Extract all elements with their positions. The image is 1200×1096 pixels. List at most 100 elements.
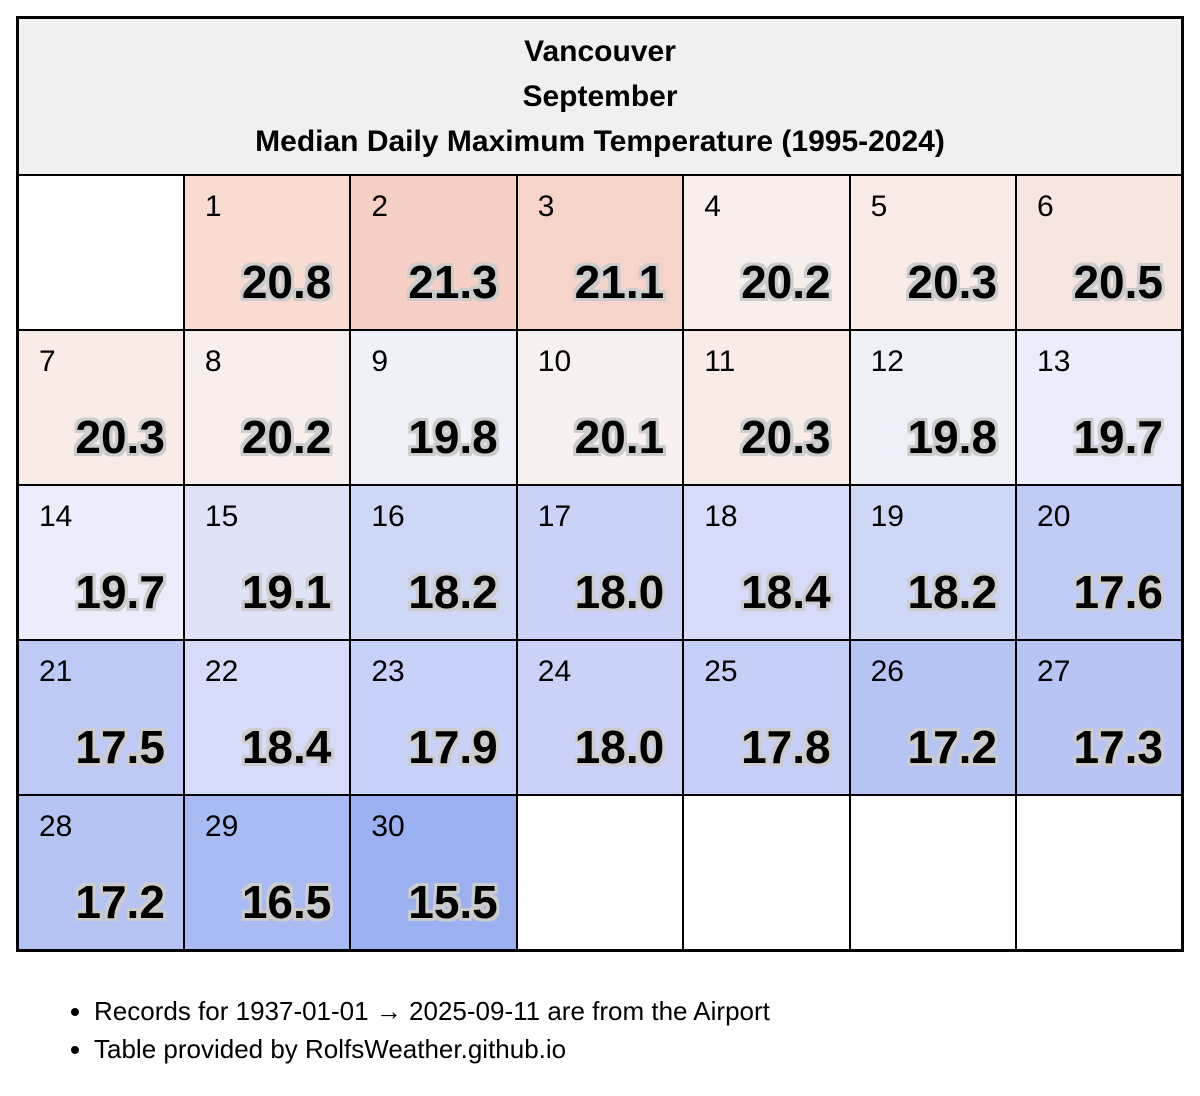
temperature-value: 17.8	[741, 721, 831, 773]
temperature-value: 20.1	[574, 411, 665, 463]
title-metric: Median Daily Maximum Temperature (1995-2…	[255, 125, 945, 158]
day-cell-12: 12 19.8	[848, 329, 1018, 486]
day-number: 23	[371, 655, 405, 688]
day-number: 10	[537, 345, 572, 378]
temperature-value: 20.3	[741, 411, 831, 463]
day-cell-11: 11 20.3	[682, 329, 851, 486]
day-cell-6: 6 20.5	[1015, 174, 1184, 331]
day-cell-16: 16 18.2	[349, 484, 518, 641]
footnote-records: Records for 1937-01-01 → 2025-09-11 are …	[94, 995, 770, 1027]
day-number: 3	[537, 190, 555, 223]
temperature-value: 17.5	[75, 721, 165, 773]
calendar-title: Vancouver September Median Daily Maximum…	[16, 16, 1184, 176]
day-number: 14	[39, 500, 73, 533]
temperature-value: 18.0	[574, 566, 665, 618]
temperature-value: 19.8	[907, 411, 998, 463]
temperature-value: 18.0	[574, 721, 665, 773]
day-number: 29	[204, 810, 239, 843]
footnotes: Records for 1937-01-01 → 2025-09-11 are …	[0, 995, 770, 1071]
day-number: 8	[204, 345, 222, 378]
temperature-value: 19.7	[1073, 411, 1163, 463]
day-number: 15	[204, 500, 239, 533]
day-number: 9	[371, 345, 389, 378]
temperature-value: 20.2	[741, 256, 831, 308]
day-cell-8: 8 20.2	[182, 329, 352, 486]
day-cell-26: 26 17.2	[848, 639, 1018, 796]
day-number: 30	[371, 810, 405, 843]
day-cell-22: 22 18.4	[182, 639, 352, 796]
temperature-value: 18.4	[741, 566, 831, 618]
temperature-value: 17.2	[75, 876, 165, 928]
temperature-value: 18.4	[241, 721, 332, 773]
day-number: 5	[870, 190, 888, 223]
temperature-value: 17.9	[408, 721, 498, 773]
day-number: 2	[371, 190, 389, 223]
day-cell-13: 13 19.7	[1015, 329, 1184, 486]
footnote-source: Table provided by RolfsWeather.github.io	[94, 1033, 770, 1065]
temperature-value: 20.3	[907, 256, 998, 308]
calendar-week-row: 14 19.7 15 19.1 16 18.2 17 18.0 18 18.4 19 18.2 20 17…	[16, 484, 1184, 641]
day-cell-7: 7 20.3	[16, 329, 185, 486]
day-number: 21	[39, 655, 73, 688]
calendar-week-row: 7 20.3 8 20.2 9 19.8 10 20.1 11 20.3 12 19.8 13 19.7	[16, 329, 1184, 486]
day-number: 16	[371, 500, 405, 533]
temperature-value: 18.2	[907, 566, 998, 618]
empty-cell	[16, 174, 185, 331]
day-number: 18	[704, 500, 738, 533]
calendar-body: 1 20.8 2 21.3 3 21.1 4 20.2 5 20.3 6 20.5 7 20.3 8 20.2…	[16, 174, 1184, 952]
day-number: 1	[204, 190, 222, 223]
day-cell-24: 24 18.0	[515, 639, 685, 796]
temperature-value: 20.8	[241, 256, 332, 308]
day-number: 25	[704, 655, 738, 688]
day-number: 22	[204, 655, 239, 688]
day-cell-5: 5 20.3	[848, 174, 1018, 331]
empty-cell	[682, 794, 851, 952]
day-cell-19: 19 18.2	[848, 484, 1018, 641]
temperature-value: 19.1	[241, 566, 332, 618]
temperature-calendar: Vancouver September Median Daily Maximum…	[16, 16, 1184, 952]
empty-cell	[848, 794, 1018, 952]
day-cell-23: 23 17.9	[349, 639, 518, 796]
day-cell-18: 18 18.4	[682, 484, 851, 641]
day-number: 24	[537, 655, 572, 688]
temperature-value: 19.7	[75, 566, 165, 618]
temperature-value: 21.3	[408, 256, 498, 308]
day-cell-9: 9 19.8	[349, 329, 518, 486]
day-cell-27: 27 17.3	[1015, 639, 1184, 796]
day-number: 27	[1037, 655, 1071, 688]
temperature-value: 15.5	[408, 876, 498, 928]
temperature-value: 17.3	[1073, 721, 1163, 773]
day-cell-21: 21 17.5	[16, 639, 185, 796]
temperature-value: 21.1	[574, 256, 665, 308]
day-cell-3: 3 21.1	[515, 174, 685, 331]
calendar-week-row: 21 17.5 22 18.4 23 17.9 24 18.0 25 17.8 26 17.2 27 17…	[16, 639, 1184, 796]
day-number: 4	[704, 190, 721, 223]
temperature-value: 17.2	[907, 721, 998, 773]
day-number: 6	[1037, 190, 1054, 223]
title-month: September	[522, 80, 678, 113]
temperature-value: 20.2	[241, 411, 332, 463]
temperature-value: 19.8	[408, 411, 498, 463]
day-cell-1: 1 20.8	[182, 174, 352, 331]
title-location: Vancouver	[524, 35, 676, 68]
temperature-value: 20.3	[75, 411, 165, 463]
day-cell-2: 2 21.3	[349, 174, 518, 331]
day-number: 19	[870, 500, 904, 533]
day-cell-4: 4 20.2	[682, 174, 851, 331]
day-cell-20: 20 17.6	[1015, 484, 1184, 641]
day-number: 28	[39, 810, 73, 843]
day-cell-17: 17 18.0	[515, 484, 685, 641]
day-cell-30: 30 15.5	[349, 794, 518, 952]
day-cell-14: 14 19.7	[16, 484, 185, 641]
temperature-value: 17.6	[1073, 566, 1163, 618]
day-cell-25: 25 17.8	[682, 639, 851, 796]
day-number: 17	[537, 500, 572, 533]
day-number: 26	[870, 655, 904, 688]
day-cell-28: 28 17.2	[16, 794, 185, 952]
day-number: 12	[870, 345, 904, 378]
empty-cell	[1015, 794, 1184, 952]
empty-cell	[515, 794, 685, 952]
day-cell-15: 15 19.1	[182, 484, 352, 641]
day-number: 20	[1037, 500, 1071, 533]
